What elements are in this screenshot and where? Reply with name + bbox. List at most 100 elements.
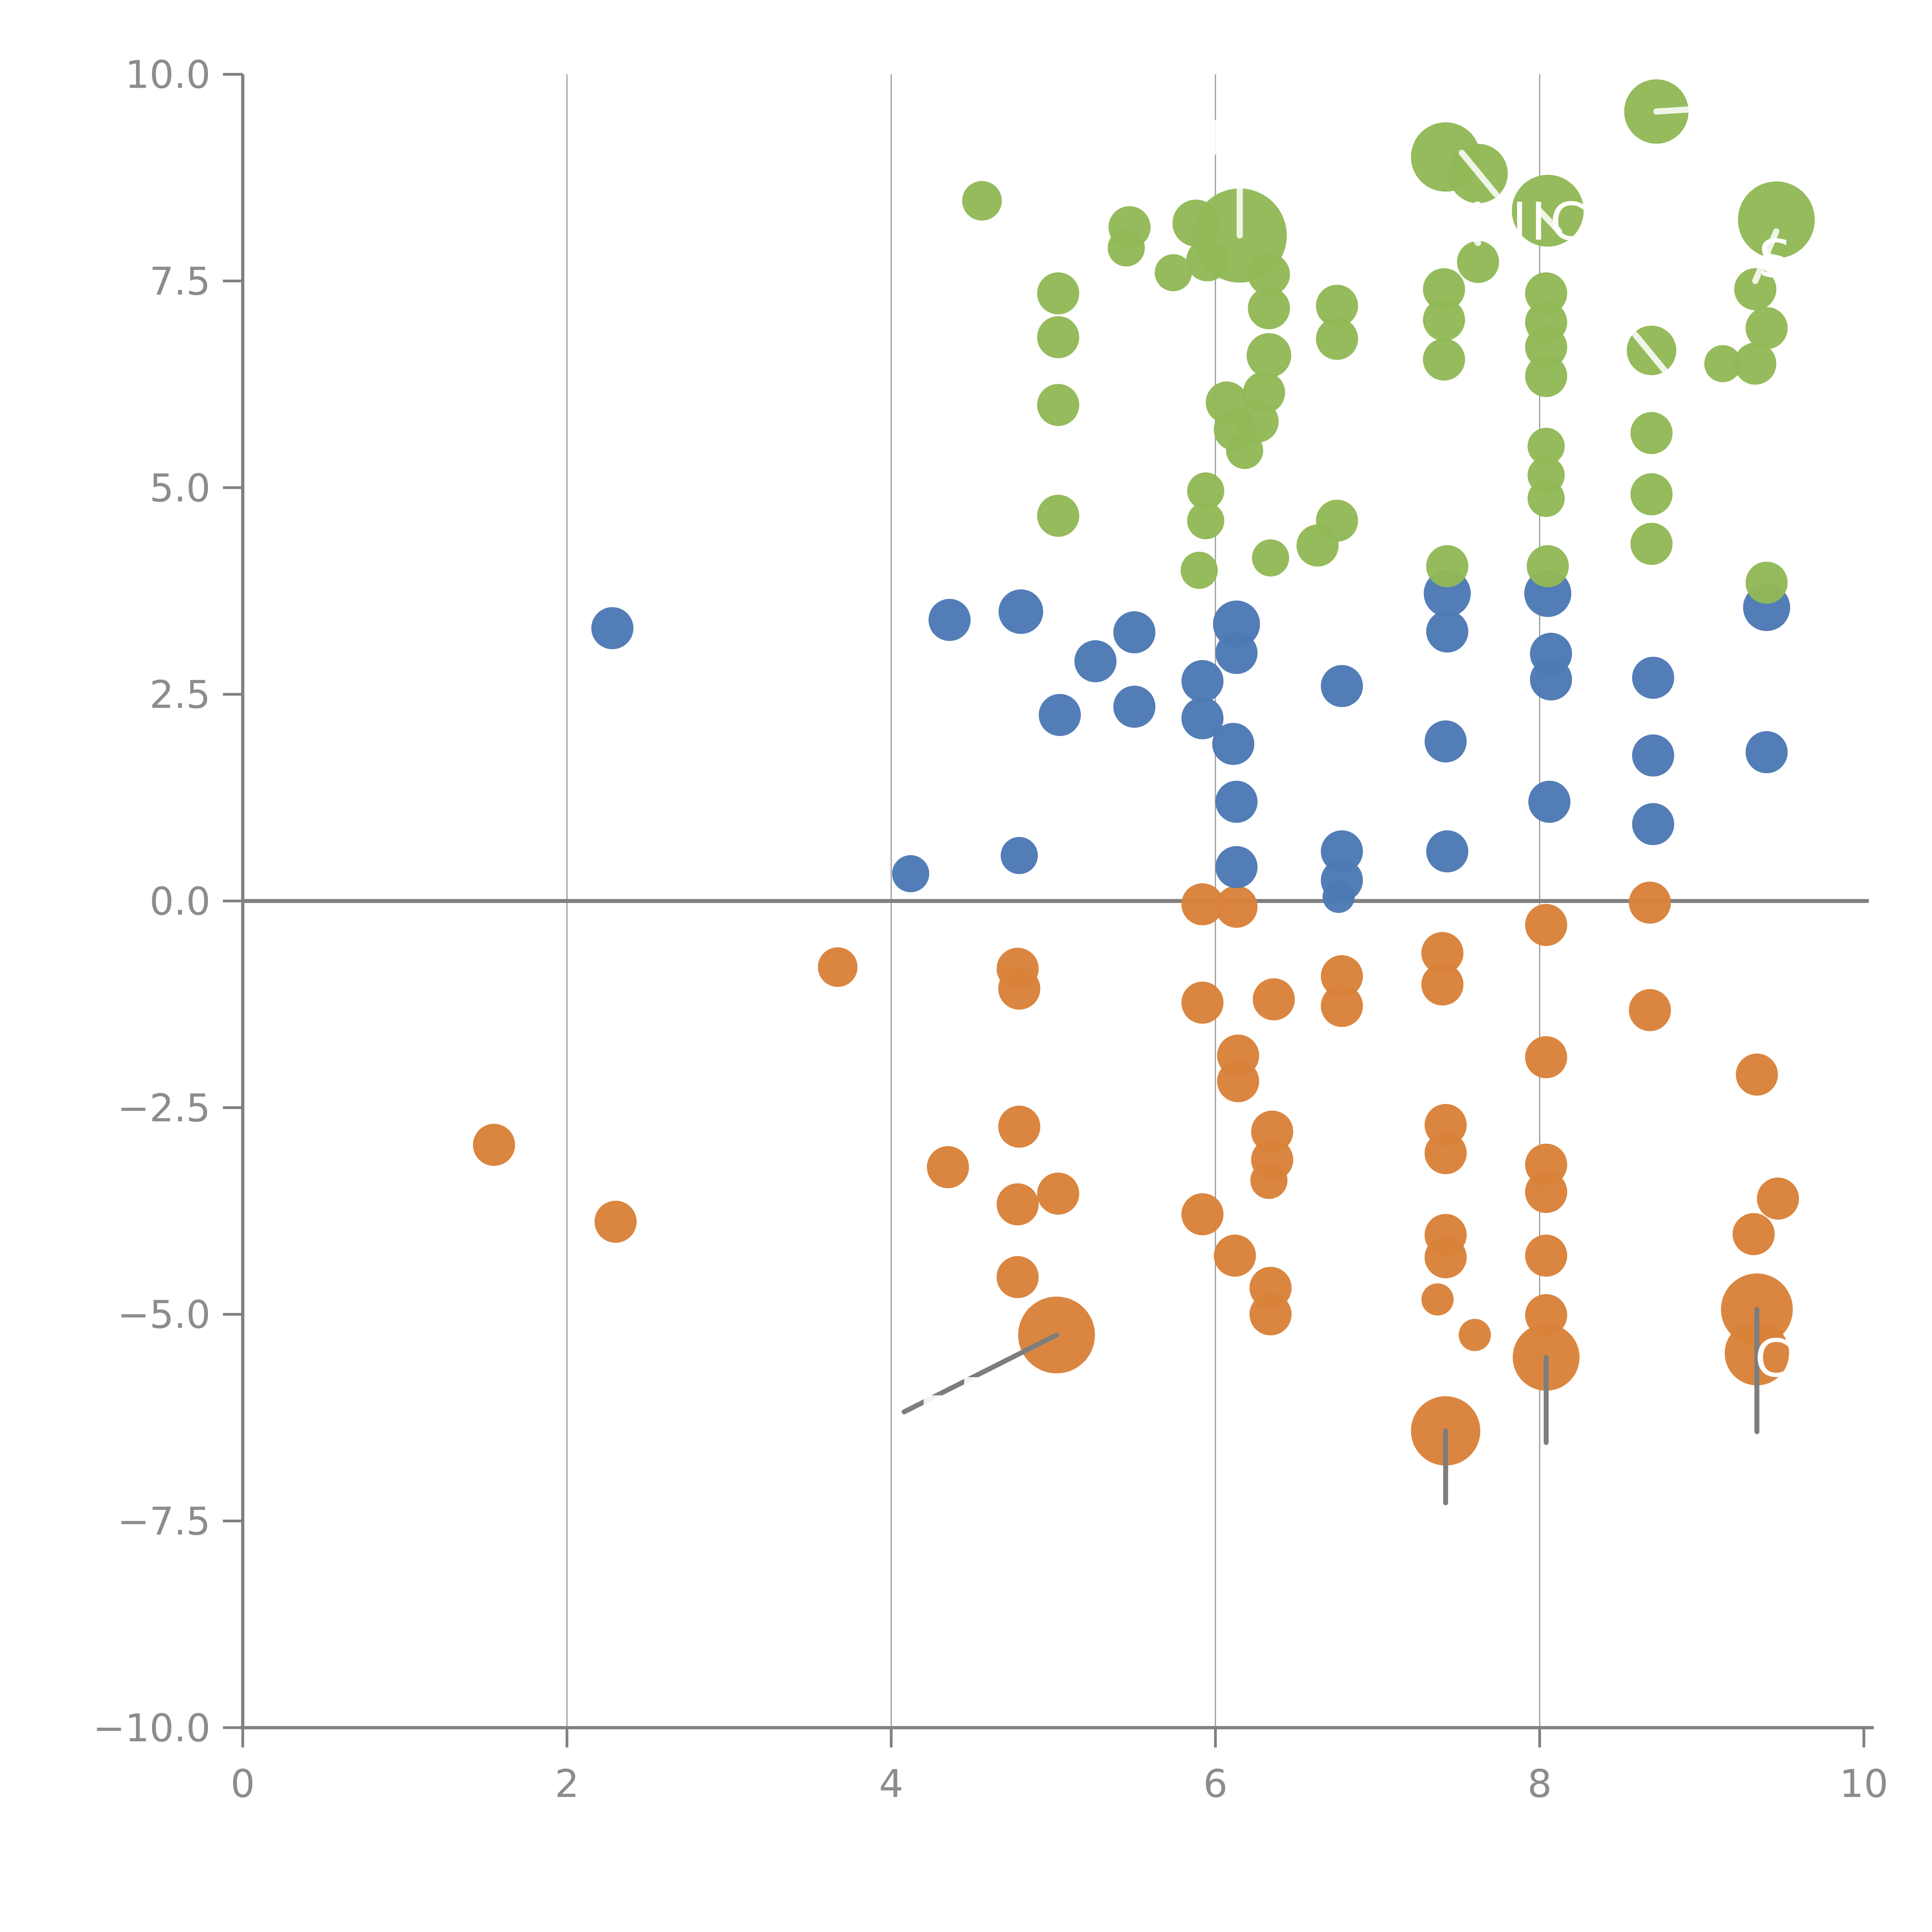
data-point-blue[interactable] xyxy=(1039,694,1081,736)
data-point-blue[interactable] xyxy=(1426,830,1468,872)
data-point-orange[interactable] xyxy=(1525,1036,1567,1078)
data-point-green[interactable] xyxy=(1248,287,1290,330)
data-point-orange[interactable] xyxy=(1525,1171,1567,1213)
data-point-green[interactable] xyxy=(1037,495,1080,537)
data-point-orange[interactable] xyxy=(1459,1319,1491,1351)
data-point-orange[interactable] xyxy=(1215,886,1258,928)
data-point-green[interactable] xyxy=(1630,473,1673,515)
data-point-blue[interactable] xyxy=(1632,734,1674,777)
data-point-green[interactable] xyxy=(1423,268,1465,311)
data-point-orange[interactable] xyxy=(594,1201,637,1243)
data-point-blue[interactable] xyxy=(1113,611,1156,653)
data-point-green[interactable] xyxy=(1316,284,1358,327)
data-point-green[interactable] xyxy=(1525,326,1567,368)
data-point-green[interactable] xyxy=(1426,545,1468,587)
data-point-orange[interactable] xyxy=(1525,904,1567,946)
data-point-blue[interactable] xyxy=(1632,656,1674,699)
data-point-green[interactable] xyxy=(1527,480,1565,517)
data-point-green[interactable] xyxy=(1525,355,1567,397)
data-point-green[interactable] xyxy=(962,181,1002,221)
data-point-green[interactable] xyxy=(1734,342,1777,385)
data-point-orange[interactable] xyxy=(997,1256,1039,1298)
data-point-green[interactable] xyxy=(1180,551,1218,589)
data-point-green[interactable] xyxy=(1248,253,1290,296)
data-point-orange[interactable] xyxy=(998,1105,1041,1148)
data-point-blue[interactable] xyxy=(1181,660,1224,702)
data-point-orange[interactable] xyxy=(1629,881,1671,924)
data-point-blue[interactable] xyxy=(1074,640,1117,682)
data-point-blue[interactable] xyxy=(1745,731,1788,774)
data-point-orange[interactable] xyxy=(1181,981,1224,1024)
data-point-blue[interactable] xyxy=(998,589,1043,634)
data-point-blue[interactable] xyxy=(1426,610,1468,653)
data-point-blue[interactable] xyxy=(1000,837,1038,874)
data-point-orange[interactable] xyxy=(1525,1235,1567,1277)
data-point-blue[interactable] xyxy=(1113,685,1156,728)
data-point-blue[interactable] xyxy=(1322,881,1355,913)
data-point-orange[interactable] xyxy=(1250,1162,1288,1199)
data-point-green[interactable] xyxy=(1527,427,1565,465)
data-point-blue[interactable] xyxy=(1528,781,1571,823)
data-point-orange[interactable] xyxy=(1736,1053,1778,1096)
data-point-orange[interactable] xyxy=(1253,978,1295,1020)
data-point-green[interactable] xyxy=(1037,272,1080,315)
data-point-green[interactable] xyxy=(1155,254,1192,291)
data-point-green[interactable] xyxy=(1745,307,1788,349)
data-point-blue[interactable] xyxy=(1321,830,1363,872)
data-point-blue[interactable] xyxy=(1215,781,1258,823)
data-point-green[interactable] xyxy=(1738,181,1815,259)
data-point-green[interactable] xyxy=(1457,241,1499,283)
data-point-orange[interactable] xyxy=(473,1124,515,1166)
data-point-blue[interactable] xyxy=(892,855,929,893)
data-point-green[interactable] xyxy=(1316,318,1358,360)
data-point-green[interactable] xyxy=(1252,539,1289,577)
data-point-orange[interactable] xyxy=(1321,985,1363,1027)
data-point-blue[interactable] xyxy=(1424,720,1467,763)
data-point-orange[interactable] xyxy=(1214,1235,1256,1277)
data-point-green[interactable] xyxy=(1704,345,1742,383)
data-point-green[interactable] xyxy=(1107,229,1145,267)
data-point-green[interactable] xyxy=(1037,316,1080,359)
data-point-orange[interactable] xyxy=(1421,963,1464,1006)
data-point-green[interactable] xyxy=(1630,412,1673,454)
data-point-orange[interactable] xyxy=(1217,1060,1259,1102)
data-point-green[interactable] xyxy=(1423,338,1465,381)
data-point-orange[interactable] xyxy=(998,968,1041,1010)
data-point-green[interactable] xyxy=(1247,333,1291,378)
data-point-green[interactable] xyxy=(1525,272,1567,315)
data-point-green[interactable] xyxy=(1512,175,1584,247)
data-point-orange[interactable] xyxy=(1249,1293,1292,1335)
data-point-green[interactable] xyxy=(1187,502,1225,539)
data-point-green[interactable] xyxy=(1527,545,1569,587)
data-point-blue[interactable] xyxy=(1632,803,1674,845)
data-point-orange[interactable] xyxy=(1321,955,1363,997)
data-point-orange[interactable] xyxy=(818,947,858,987)
data-point-orange[interactable] xyxy=(1732,1213,1775,1255)
data-point-green[interactable] xyxy=(1226,432,1264,469)
data-point-blue[interactable] xyxy=(1215,846,1258,888)
data-point-blue[interactable] xyxy=(591,607,634,650)
data-point-orange[interactable] xyxy=(1757,1177,1799,1220)
data-point-orange[interactable] xyxy=(997,1183,1039,1226)
data-point-orange[interactable] xyxy=(1421,932,1464,975)
data-point-blue[interactable] xyxy=(1321,665,1363,707)
data-point-orange[interactable] xyxy=(1181,1193,1224,1236)
data-point-green[interactable] xyxy=(1423,299,1465,341)
data-point-green[interactable] xyxy=(1037,384,1080,426)
data-point-orange[interactable] xyxy=(1424,1132,1467,1174)
data-point-orange[interactable] xyxy=(927,1146,969,1189)
data-point-green[interactable] xyxy=(1187,472,1225,510)
data-point-orange[interactable] xyxy=(1181,883,1224,925)
data-point-green[interactable] xyxy=(1745,561,1788,604)
data-point-orange[interactable] xyxy=(1421,1283,1454,1316)
data-point-blue[interactable] xyxy=(1212,723,1255,765)
data-point-blue[interactable] xyxy=(1530,658,1572,701)
data-point-green[interactable] xyxy=(1296,524,1339,567)
data-point-orange[interactable] xyxy=(1424,1236,1467,1279)
data-point-blue[interactable] xyxy=(1215,632,1258,674)
data-point-blue[interactable] xyxy=(1181,697,1224,740)
data-point-green[interactable] xyxy=(1630,523,1673,565)
data-point-orange[interactable] xyxy=(1629,989,1671,1031)
data-point-green[interactable] xyxy=(1734,268,1777,311)
data-point-blue[interactable] xyxy=(928,599,971,641)
